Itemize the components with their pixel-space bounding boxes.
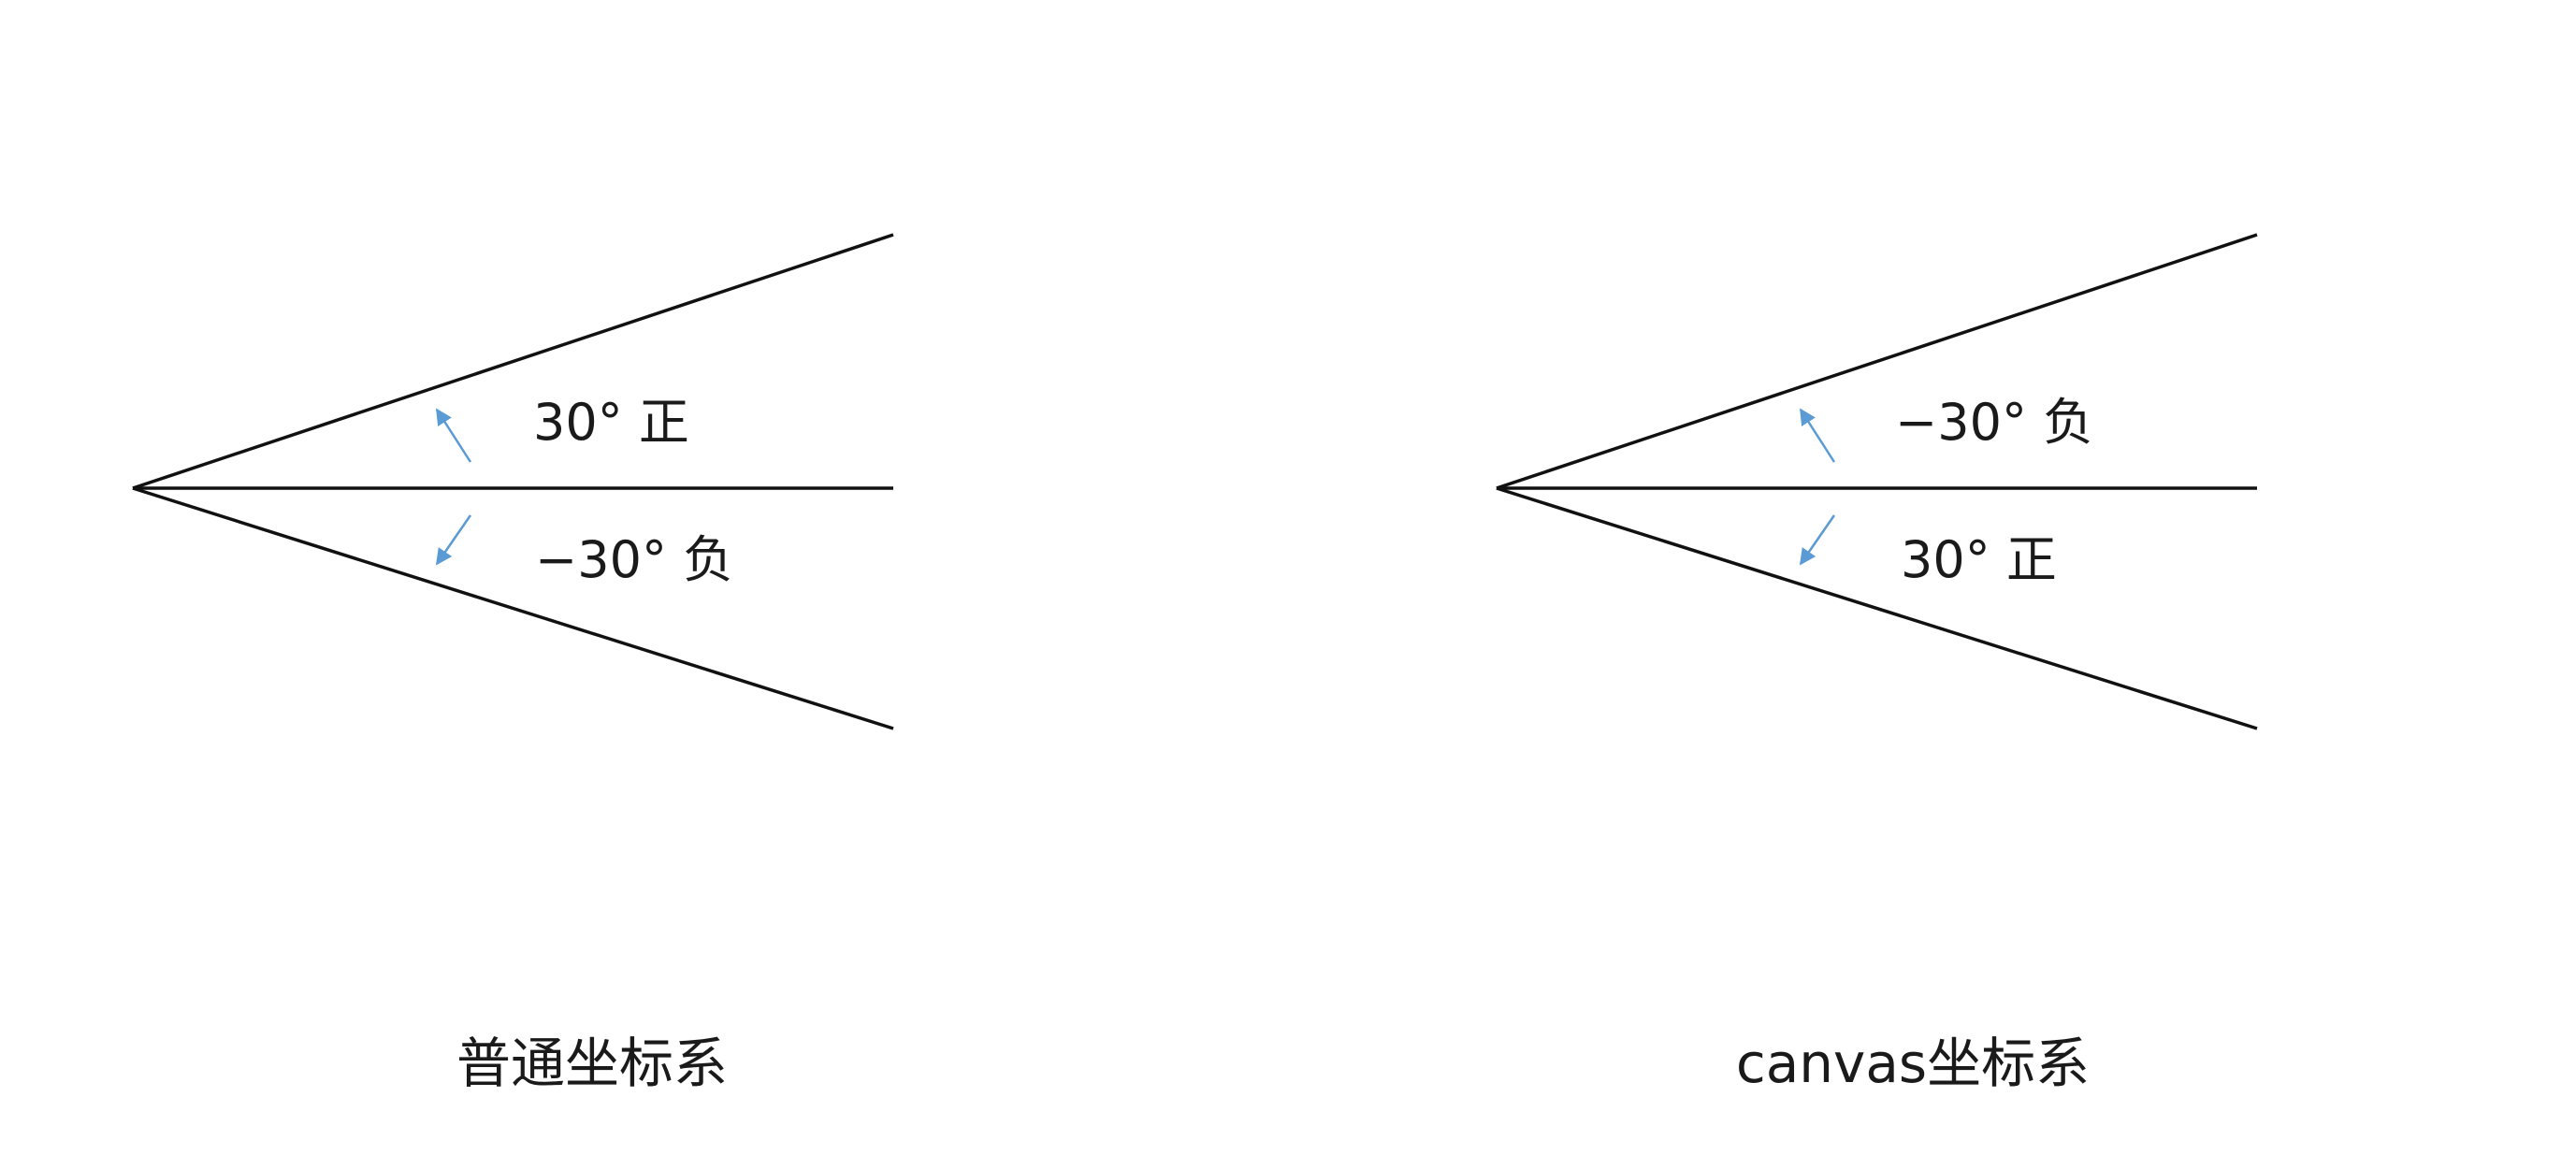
upper-ray bbox=[132, 233, 894, 490]
arrow-up-left-icon bbox=[1799, 408, 1836, 463]
arrow-up-left-icon bbox=[435, 408, 472, 463]
upper-ray bbox=[1496, 233, 2258, 490]
upper-angle-label: −30° 负 bbox=[1895, 393, 2093, 452]
diagram-caption: 普通坐标系 bbox=[456, 1032, 728, 1095]
arrow-down-left-icon bbox=[435, 514, 472, 566]
lower-ray bbox=[1496, 486, 2258, 730]
diagram-canvas-coordinate-system: −30° 负 30° 正 canvas坐标系 bbox=[1496, 233, 2258, 1095]
lower-ray bbox=[132, 486, 894, 730]
lower-angle-label: 30° 正 bbox=[1901, 530, 2057, 589]
diagram-caption: canvas坐标系 bbox=[1736, 1032, 2090, 1095]
arrow-down-left-icon bbox=[1799, 514, 1836, 566]
diagram-normal-coordinate-system: 30° 正 −30° 负 普通坐标系 bbox=[132, 233, 894, 1095]
upper-angle-label: 30° 正 bbox=[533, 393, 689, 452]
lower-angle-label: −30° 负 bbox=[535, 530, 733, 589]
